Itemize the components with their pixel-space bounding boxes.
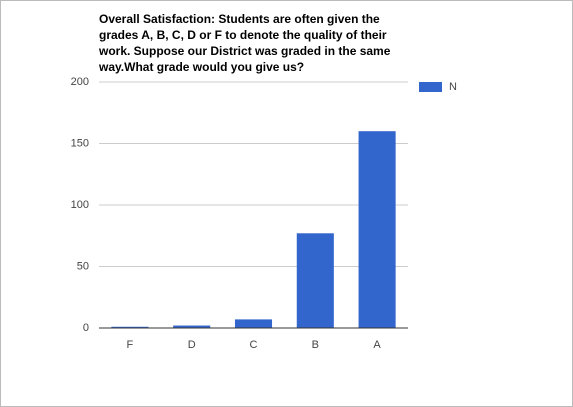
bar	[296, 233, 334, 328]
legend-label: N	[449, 81, 457, 93]
x-tick-label: D	[188, 339, 196, 351]
legend-swatch	[419, 82, 442, 92]
x-tick-label: B	[312, 339, 319, 351]
y-tick-label: 150	[71, 137, 89, 149]
bar	[173, 325, 211, 328]
y-tick-label: 200	[71, 76, 89, 88]
y-tick-label: 100	[71, 199, 89, 211]
bar	[358, 131, 396, 328]
bar	[111, 326, 149, 328]
x-tick-label: C	[250, 339, 258, 351]
bar	[234, 319, 273, 328]
y-tick-label: 50	[77, 260, 89, 272]
x-tick-label: F	[127, 339, 134, 351]
x-tick-label: A	[373, 339, 381, 351]
chart-title: Overall Satisfaction: Students are often…	[99, 12, 391, 74]
y-tick-label: 0	[83, 322, 89, 334]
